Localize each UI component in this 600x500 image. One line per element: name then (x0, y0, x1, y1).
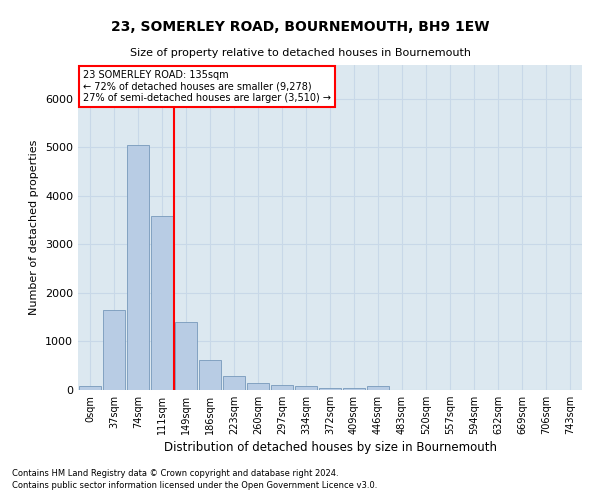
Bar (367, 386, 389, 390)
Bar (79, 386, 101, 390)
X-axis label: Distribution of detached houses by size in Bournemouth: Distribution of detached houses by size … (163, 442, 497, 454)
Bar (271, 384, 293, 390)
Bar (319, 388, 341, 390)
Bar (223, 376, 245, 390)
Text: 23, SOMERLEY ROAD, BOURNEMOUTH, BH9 1EW: 23, SOMERLEY ROAD, BOURNEMOUTH, BH9 1EW (111, 20, 489, 34)
Bar (103, 310, 125, 390)
Text: Contains HM Land Registry data © Crown copyright and database right 2024.: Contains HM Land Registry data © Crown c… (12, 469, 338, 478)
Text: Size of property relative to detached houses in Bournemouth: Size of property relative to detached ho… (130, 48, 470, 58)
Bar (151, 216, 173, 390)
Text: 23 SOMERLEY ROAD: 135sqm
← 72% of detached houses are smaller (9,278)
27% of sem: 23 SOMERLEY ROAD: 135sqm ← 72% of detach… (83, 70, 331, 103)
Bar (247, 383, 269, 390)
Text: Contains public sector information licensed under the Open Government Licence v3: Contains public sector information licen… (12, 480, 377, 490)
Bar (343, 388, 365, 390)
Bar (295, 386, 317, 390)
Y-axis label: Number of detached properties: Number of detached properties (29, 140, 40, 315)
Bar (199, 360, 221, 390)
Bar (127, 144, 149, 390)
Bar (175, 322, 197, 390)
